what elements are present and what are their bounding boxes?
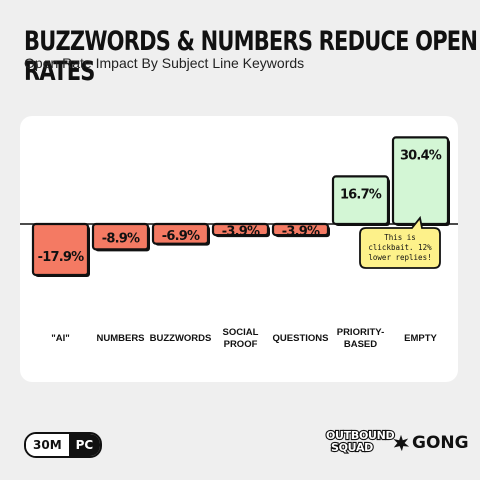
sample-size-unit: PC [68,434,101,456]
gong-burst-icon [393,434,410,452]
bar-value-label: 16.7% [340,187,382,202]
callout-text: lower replies! [368,253,431,262]
category-label: "AI" [51,333,70,344]
outbound-squad-logo-line-2: SQUAD [330,440,375,454]
bar-value-label: -3.9% [222,225,260,240]
outbound-squad-logo-line-1: OUTBOUND [325,428,396,442]
bar-chart: -17.9% -8.9% -6.9% -3.9% -3.9% 16.7% 30.4% "AI"… [20,136,458,350]
chart-title: BUZZWORDS & NUMBERS REDUCE OPEN RATES [24,26,478,86]
sample-size-value: 30M [26,434,69,456]
gong-logo: GONG [392,433,469,453]
bar-value-label: -8.9% [102,232,140,247]
category-label: BASED [344,339,377,350]
bar-value-label: -3.9% [282,225,320,240]
category-label: PRIORITY- [337,327,385,338]
chart-card: -17.9% -8.9% -6.9% -3.9% -3.9% 16.7% 30.4% "AI"… [20,116,458,382]
category-label: SOCIAL [223,327,259,338]
category-label: QUESTIONS [273,333,329,344]
category-label: PROOF [224,339,258,350]
bar-value-label: 30.4% [400,148,442,163]
category-label: EMPTY [404,333,437,344]
callout-text: This is [384,233,416,242]
sample-size-badge: 30M PC [24,432,103,458]
bar-value-label: -17.9% [38,250,84,265]
category-label: NUMBERS [96,333,144,344]
gong-logo-text: GONG [412,433,469,453]
bar-value-label: -6.9% [162,229,200,244]
chart-subtitle: Open Rate Impact By Subject Line Keyword… [24,55,305,71]
outbound-squad-logo: OUTBOUND SQUAD [325,428,396,454]
callout-bubble [359,215,441,269]
category-label: BUZZWORDS [150,333,212,344]
callout-text: clickbait. 12% [368,243,432,252]
